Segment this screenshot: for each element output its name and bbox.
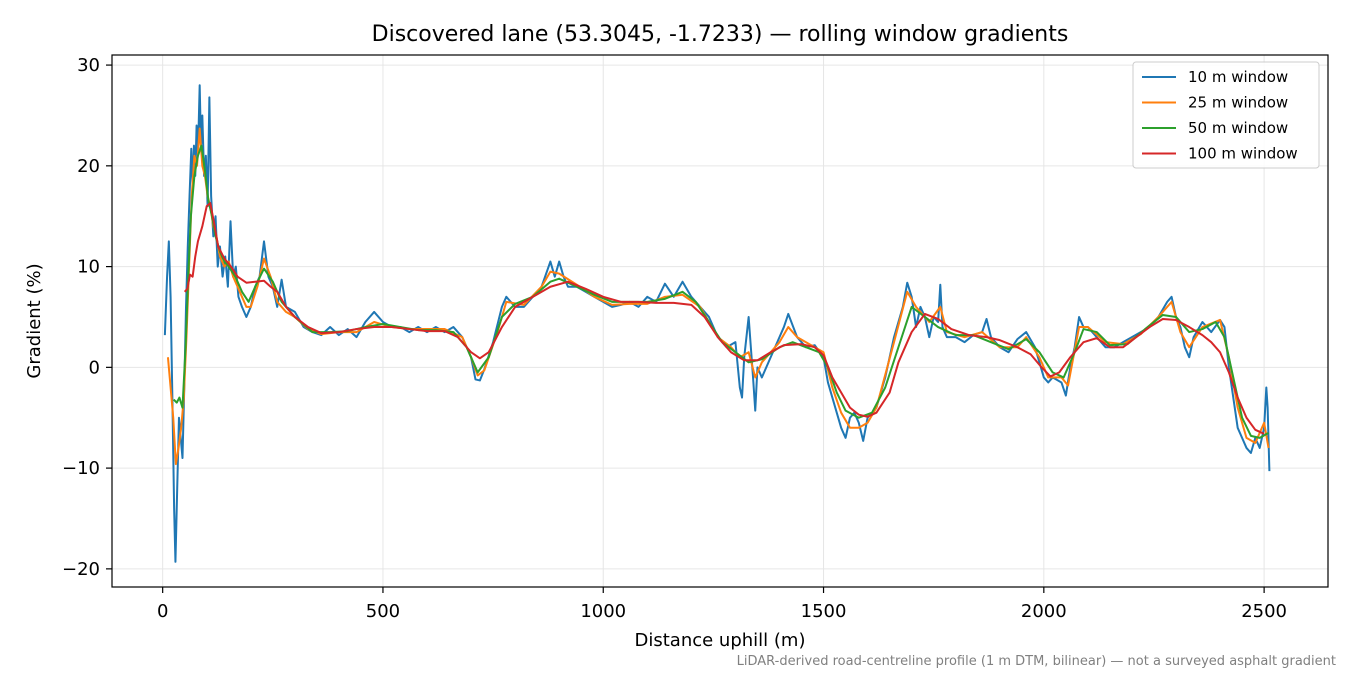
legend-label-3: 50 m window <box>1188 119 1288 137</box>
y-axis-label: Gradient (%) <box>24 263 45 378</box>
footnote: LiDAR-derived road-centreline profile (1… <box>737 654 1336 669</box>
y-tick-label: 0 <box>89 357 100 378</box>
plot-frame <box>111 54 1329 588</box>
chart-title: Discovered lane (53.3045, -1.7233) — rol… <box>372 22 1069 47</box>
legend: 10 m window 25 m window 50 m window 100 m w… <box>1132 61 1320 169</box>
y-tick-label: 10 <box>77 257 100 278</box>
legend-label-4: 100 m window <box>1188 145 1298 163</box>
y-tick-label: −10 <box>62 458 100 479</box>
y-tick-label: 20 <box>77 156 100 177</box>
y-tick-label: −20 <box>62 559 100 580</box>
series-lines <box>163 84 1271 563</box>
legend-label-1: 10 m window <box>1188 68 1288 86</box>
series-line-4 <box>183 202 1265 435</box>
series-line-1 <box>163 84 1271 563</box>
grid <box>112 55 1328 587</box>
x-axis-label: Distance uphill (m) <box>635 630 806 651</box>
legend-box <box>1132 61 1320 169</box>
x-tick-label: 1000 <box>580 601 626 622</box>
axis-ticks: 0 500 1000 1500 2000 2500 −20 −10 0 10 20 30 <box>62 55 1287 622</box>
series-line-3 <box>172 144 1270 439</box>
x-tick-label: 1500 <box>801 601 847 622</box>
y-tick-label: 30 <box>77 55 100 76</box>
x-tick-label: 500 <box>366 601 400 622</box>
x-tick-label: 0 <box>157 601 168 622</box>
x-tick-label: 2500 <box>1241 601 1287 622</box>
x-tick-label: 2000 <box>1021 601 1067 622</box>
legend-label-2: 25 m window <box>1188 94 1288 112</box>
